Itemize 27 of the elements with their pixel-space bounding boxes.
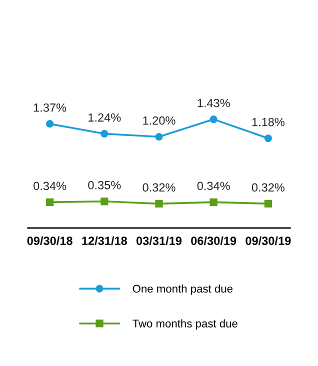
x-tick-label: 03/31/19 <box>136 236 182 246</box>
data-label: 0.34% <box>34 182 66 190</box>
data-label: 1.20% <box>143 116 176 125</box>
point <box>155 132 163 141</box>
point <box>46 198 54 206</box>
x-tick-label: 09/30/19 <box>246 236 291 246</box>
x-tick-label: 06/30/19 <box>191 236 236 246</box>
point <box>46 120 54 128</box>
point <box>264 134 272 142</box>
data-label: 1.43% <box>198 98 230 108</box>
data-label: 0.35% <box>88 180 121 190</box>
point <box>100 130 108 138</box>
point <box>100 198 108 206</box>
data-label: 1.24% <box>88 113 121 122</box>
data-label: 0.32% <box>142 183 176 192</box>
legend-label: One month past due <box>132 284 232 295</box>
data-label: 1.18% <box>252 118 284 126</box>
point <box>210 198 218 206</box>
data-label: 0.34% <box>197 182 230 190</box>
data-label: 0.32% <box>252 183 284 192</box>
point <box>264 200 272 208</box>
legend-label: Two months past due <box>132 319 238 330</box>
data-label: 1.37% <box>34 103 66 112</box>
point <box>155 200 163 208</box>
x-tick-label: 09/30/18 <box>27 236 72 246</box>
x-tick-label: 12/31/18 <box>82 236 128 246</box>
point <box>210 115 218 124</box>
